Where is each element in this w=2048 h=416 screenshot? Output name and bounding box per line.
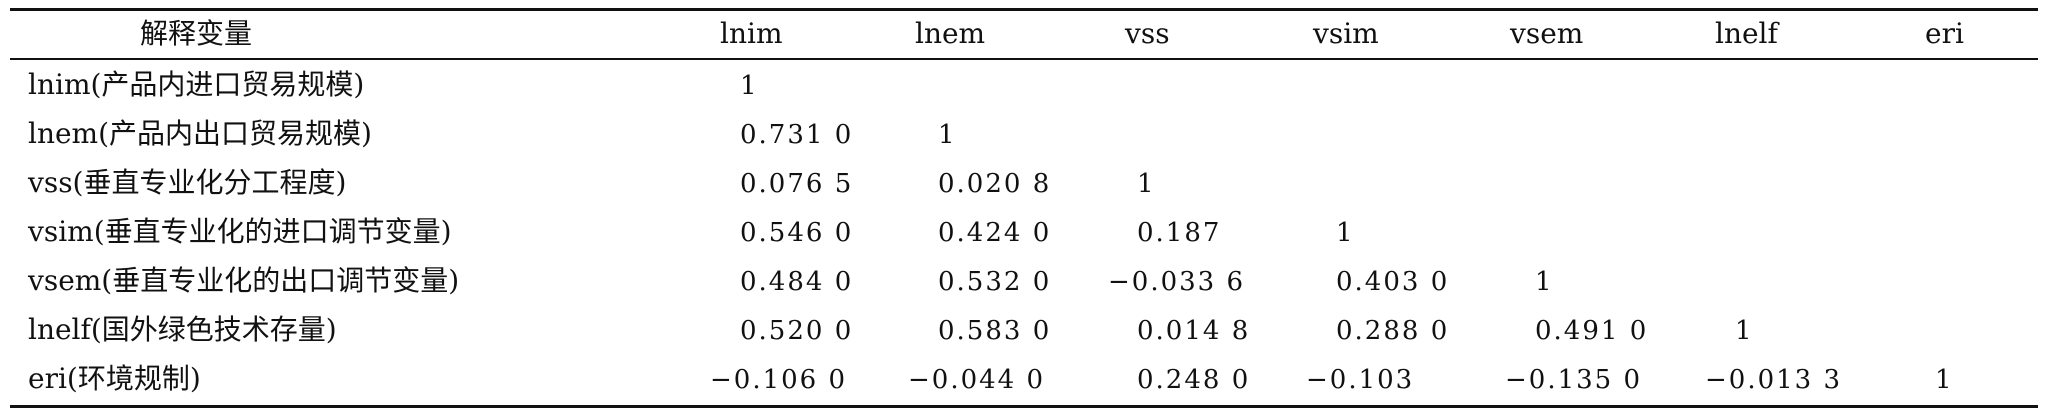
header-col-lnelf: lnelf xyxy=(1715,17,1778,50)
cell-lnelf-vss: 0.014 8 xyxy=(1137,316,1251,346)
cell-vss-lnem: 0.020 8 xyxy=(938,169,1052,199)
cell-lnelf-lnelf: 1 xyxy=(1735,316,1754,346)
cell-vsim-vss: 0.187 xyxy=(1137,218,1222,248)
row-label-eri: eri(环境规制) xyxy=(28,362,201,395)
cell-eri-vss: 0.248 0 xyxy=(1137,365,1251,395)
cell-eri-lnim: −0.106 0 xyxy=(710,365,848,395)
header-col-lnim: lnim xyxy=(720,17,783,50)
header-explanatory-variable: 解释变量 xyxy=(140,17,253,50)
table-bottom-rule xyxy=(10,405,2038,408)
cell-vsem-vsim: 0.403 0 xyxy=(1336,267,1450,297)
header-col-vsim: vsim xyxy=(1313,17,1379,50)
header-col-eri: eri xyxy=(1925,17,1964,50)
cell-vsim-vsim: 1 xyxy=(1336,218,1355,248)
row-label-lnim: lnim(产品内进口贸易规模) xyxy=(28,68,365,101)
cell-lnim-lnim: 1 xyxy=(740,71,759,101)
cell-eri-eri: 1 xyxy=(1935,365,1954,395)
cell-vsem-lnem: 0.532 0 xyxy=(938,267,1052,297)
row-label-vss: vss(垂直专业化分工程度) xyxy=(28,166,347,199)
row-label-vsim: vsim(垂直专业化的进口调节变量) xyxy=(28,215,452,248)
cell-vss-lnim: 0.076 5 xyxy=(740,169,854,199)
cell-vsem-lnim: 0.484 0 xyxy=(740,267,854,297)
cell-lnem-lnim: 0.731 0 xyxy=(740,120,854,150)
table-top-rule xyxy=(10,8,2038,11)
cell-eri-lnem: −0.044 0 xyxy=(908,365,1046,395)
row-label-lnelf: lnelf(国外绿色技术存量) xyxy=(28,313,337,346)
row-label-vsem: vsem(垂直专业化的出口调节变量) xyxy=(28,264,460,297)
table-header-rule xyxy=(10,58,2038,60)
cell-lnem-lnem: 1 xyxy=(938,120,957,150)
cell-lnelf-lnem: 0.583 0 xyxy=(938,316,1052,346)
row-label-lnem: lnem(产品内出口贸易规模) xyxy=(28,117,372,150)
cell-lnelf-lnim: 0.520 0 xyxy=(740,316,854,346)
cell-eri-lnelf: −0.013 3 xyxy=(1705,365,1843,395)
cell-lnelf-vsem: 0.491 0 xyxy=(1535,316,1649,346)
cell-vsem-vsem: 1 xyxy=(1535,267,1554,297)
header-col-vsem: vsem xyxy=(1510,17,1584,50)
header-col-vss: vss xyxy=(1125,17,1170,50)
header-col-lnem: lnem xyxy=(915,17,986,50)
cell-eri-vsim: −0.103 xyxy=(1306,365,1415,395)
cell-vss-vss: 1 xyxy=(1137,169,1156,199)
cell-vsim-lnem: 0.424 0 xyxy=(938,218,1052,248)
cell-vsem-vss: −0.033 6 xyxy=(1108,267,1246,297)
cell-lnelf-vsim: 0.288 0 xyxy=(1336,316,1450,346)
cell-vsim-lnim: 0.546 0 xyxy=(740,218,854,248)
cell-eri-vsem: −0.135 0 xyxy=(1505,365,1643,395)
